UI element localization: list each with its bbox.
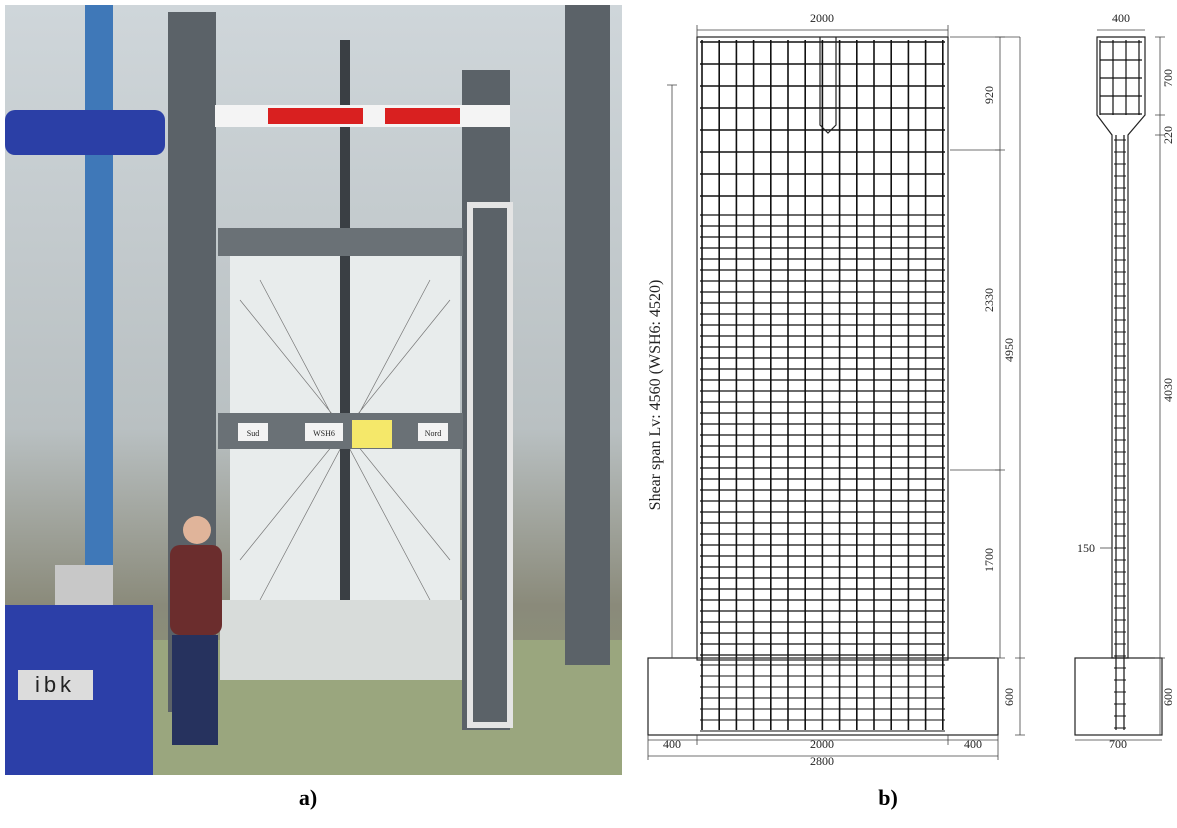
logo: ibk [35,672,75,697]
dim-label: 2800 [810,754,834,768]
dim-label: 400 [663,737,681,751]
photo: Sud WSH6 Nord ibk [5,5,622,775]
dim-label: 220 [1161,126,1175,144]
dim-label: 400 [964,737,982,751]
photo-label: Nord [425,429,441,438]
caption: a) [299,785,317,810]
dim-label: 600 [1161,688,1175,706]
caption: b) [878,785,898,810]
photo-label: Sud [247,429,259,438]
dimension-lines [647,25,1165,760]
dim-label: 1700 [982,548,996,572]
dim-label: 700 [1161,69,1175,87]
dim-label: 150 [1077,541,1095,555]
dim-label: 4950 [1002,338,1016,362]
dimension-labels: 2000 920 2330 1700 4950 600 400 2000 400… [647,11,1175,768]
shear-span-label: Shear span Lv: 4560 (WSH6: 4520) [647,280,664,511]
dim-label: 2330 [982,288,996,312]
dim-label: 700 [1109,737,1127,751]
dim-label: 2000 [810,11,834,25]
dim-label: 4030 [1161,378,1175,402]
dim-label: 600 [1002,688,1016,706]
photo-label: WSH6 [313,429,335,438]
dim-label: 920 [982,86,996,104]
dim-label: 400 [1112,11,1130,25]
dim-label: 2000 [810,737,834,751]
reinforcement [700,40,1142,732]
outlines [647,36,1163,736]
